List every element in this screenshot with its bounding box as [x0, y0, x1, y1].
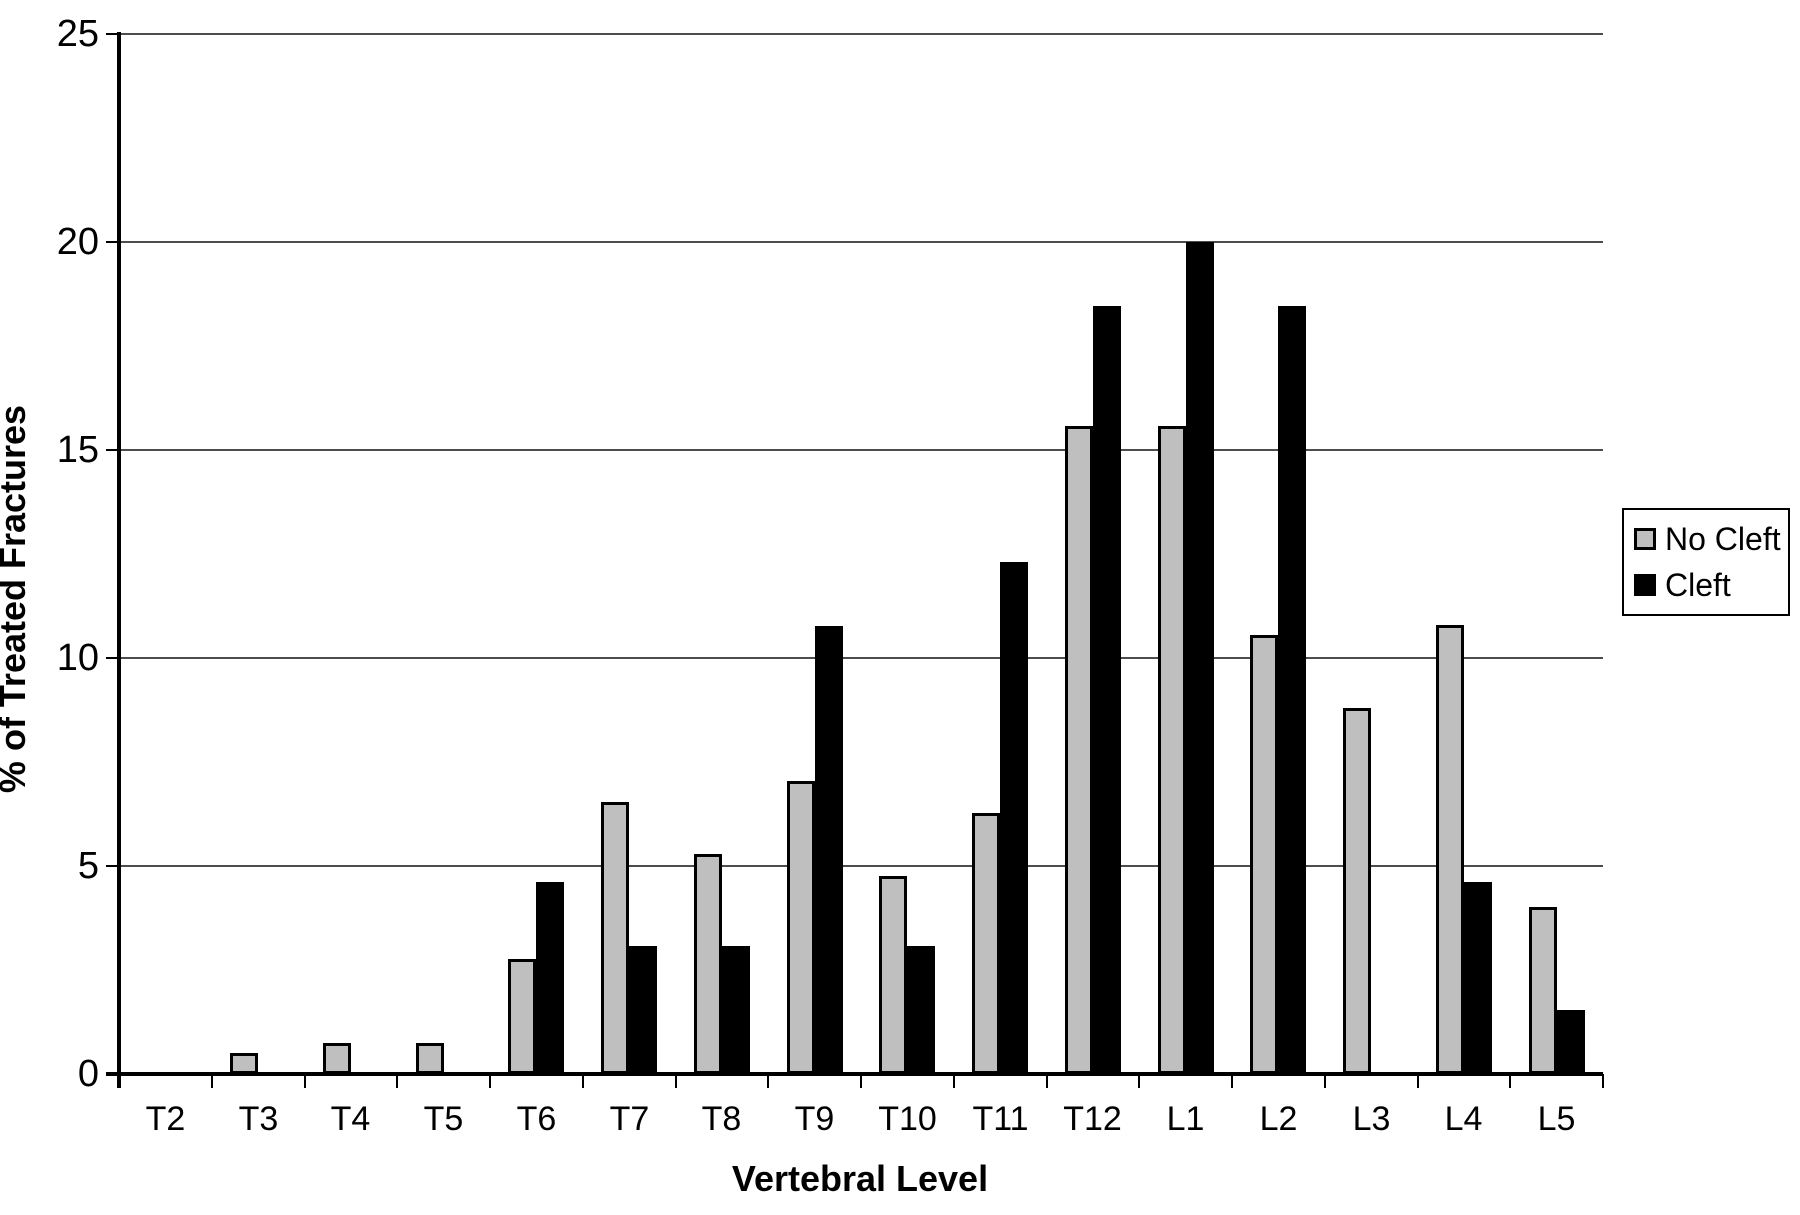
bar-T8-no-cleft	[694, 854, 722, 1074]
x-tick-label-L2: L2	[1259, 1100, 1298, 1138]
y-tick-label-15: 15	[56, 429, 99, 471]
x-tick-label-L4: L4	[1444, 1100, 1483, 1138]
bar-T10-cleft	[907, 946, 935, 1074]
x-tick-mark-4	[489, 1074, 491, 1088]
bar-L4-no-cleft	[1436, 625, 1464, 1074]
x-tick-label-L1: L1	[1166, 1100, 1205, 1138]
y-tick-label-5: 5	[77, 845, 99, 887]
x-tick-mark-10	[1046, 1074, 1048, 1088]
legend-item-no-cleft: No Cleft	[1634, 521, 1781, 557]
bar-T11-cleft	[1000, 562, 1028, 1074]
x-tick-label-T7: T7	[609, 1100, 650, 1138]
y-tick-mark-15	[106, 449, 119, 451]
bar-L1-cleft	[1186, 242, 1214, 1074]
gridline-20	[119, 241, 1603, 243]
y-tick-label-20: 20	[56, 221, 99, 263]
x-tick-label-T2: T2	[145, 1100, 186, 1138]
y-tick-mark-5	[106, 865, 119, 867]
bar-L2-no-cleft	[1250, 635, 1278, 1074]
x-tick-mark-11	[1138, 1074, 1140, 1088]
x-tick-label-T8: T8	[701, 1100, 742, 1138]
y-tick-label-0: 0	[77, 1053, 99, 1095]
bar-T7-no-cleft	[601, 802, 629, 1074]
gridline-5	[119, 865, 1603, 867]
y-axis-title: % of Treated Fractures	[0, 404, 33, 793]
y-tick-mark-20	[106, 241, 119, 243]
no-cleft-swatch-icon	[1634, 528, 1656, 550]
x-tick-mark-1	[211, 1074, 213, 1088]
y-axis-line	[117, 32, 121, 1088]
x-tick-label-L3: L3	[1352, 1100, 1391, 1138]
bar-T7-cleft	[629, 946, 657, 1074]
y-tick-label-10: 10	[56, 637, 99, 679]
bar-T4-no-cleft	[323, 1043, 351, 1074]
x-tick-mark-3	[396, 1074, 398, 1088]
legend: No Cleft Cleft	[1622, 508, 1790, 616]
x-tick-label-T10: T10	[878, 1100, 937, 1138]
bar-T12-cleft	[1093, 306, 1121, 1074]
x-tick-label-T5: T5	[423, 1100, 464, 1138]
x-tick-mark-16	[1602, 1074, 1604, 1088]
bar-T12-no-cleft	[1065, 426, 1093, 1074]
y-tick-label-25: 25	[56, 13, 99, 55]
y-tick-mark-10	[106, 657, 119, 659]
y-tick-mark-25	[106, 33, 119, 35]
x-tick-label-T11: T11	[972, 1100, 1029, 1138]
legend-item-cleft: Cleft	[1634, 569, 1778, 601]
bar-L1-no-cleft	[1158, 426, 1186, 1074]
x-tick-mark-6	[675, 1074, 677, 1088]
x-tick-mark-9	[953, 1074, 955, 1088]
legend-label: Cleft	[1665, 567, 1731, 603]
x-tick-mark-8	[860, 1074, 862, 1088]
bar-T6-no-cleft	[508, 959, 536, 1074]
cleft-swatch-icon	[1634, 574, 1656, 596]
gridline-25	[119, 33, 1603, 35]
x-tick-label-T9: T9	[794, 1100, 835, 1138]
x-axis-title: Vertebral Level	[731, 1158, 989, 1199]
x-tick-label-T12: T12	[1063, 1100, 1122, 1138]
x-tick-label-L5: L5	[1537, 1100, 1576, 1138]
x-tick-mark-12	[1231, 1074, 1233, 1088]
bar-L2-cleft	[1278, 306, 1306, 1074]
x-tick-mark-13	[1324, 1074, 1326, 1088]
bar-T9-no-cleft	[787, 781, 815, 1074]
gridline-15	[119, 449, 1603, 451]
x-tick-label-T4: T4	[330, 1100, 371, 1138]
bar-L4-cleft	[1464, 882, 1492, 1074]
bar-T9-cleft	[815, 626, 843, 1074]
bar-T5-no-cleft	[416, 1043, 444, 1074]
x-tick-mark-15	[1509, 1074, 1511, 1088]
x-tick-mark-7	[767, 1074, 769, 1088]
x-tick-label-T3: T3	[238, 1100, 279, 1138]
bar-T6-cleft	[536, 882, 564, 1074]
bar-T10-no-cleft	[879, 876, 907, 1074]
bar-L5-cleft	[1557, 1010, 1585, 1074]
x-tick-mark-2	[304, 1074, 306, 1088]
x-tick-label-T6: T6	[516, 1100, 557, 1138]
bar-T8-cleft	[722, 946, 750, 1074]
bar-L3-no-cleft	[1343, 708, 1371, 1074]
gridline-10	[119, 657, 1603, 659]
legend-label: No Cleft	[1665, 521, 1781, 557]
bar-T3-no-cleft	[230, 1053, 258, 1074]
bar-L5-no-cleft	[1529, 907, 1557, 1074]
bar-T11-no-cleft	[972, 813, 1000, 1074]
x-tick-mark-14	[1417, 1074, 1419, 1088]
x-tick-mark-5	[582, 1074, 584, 1088]
x-axis-line	[106, 1072, 1603, 1076]
